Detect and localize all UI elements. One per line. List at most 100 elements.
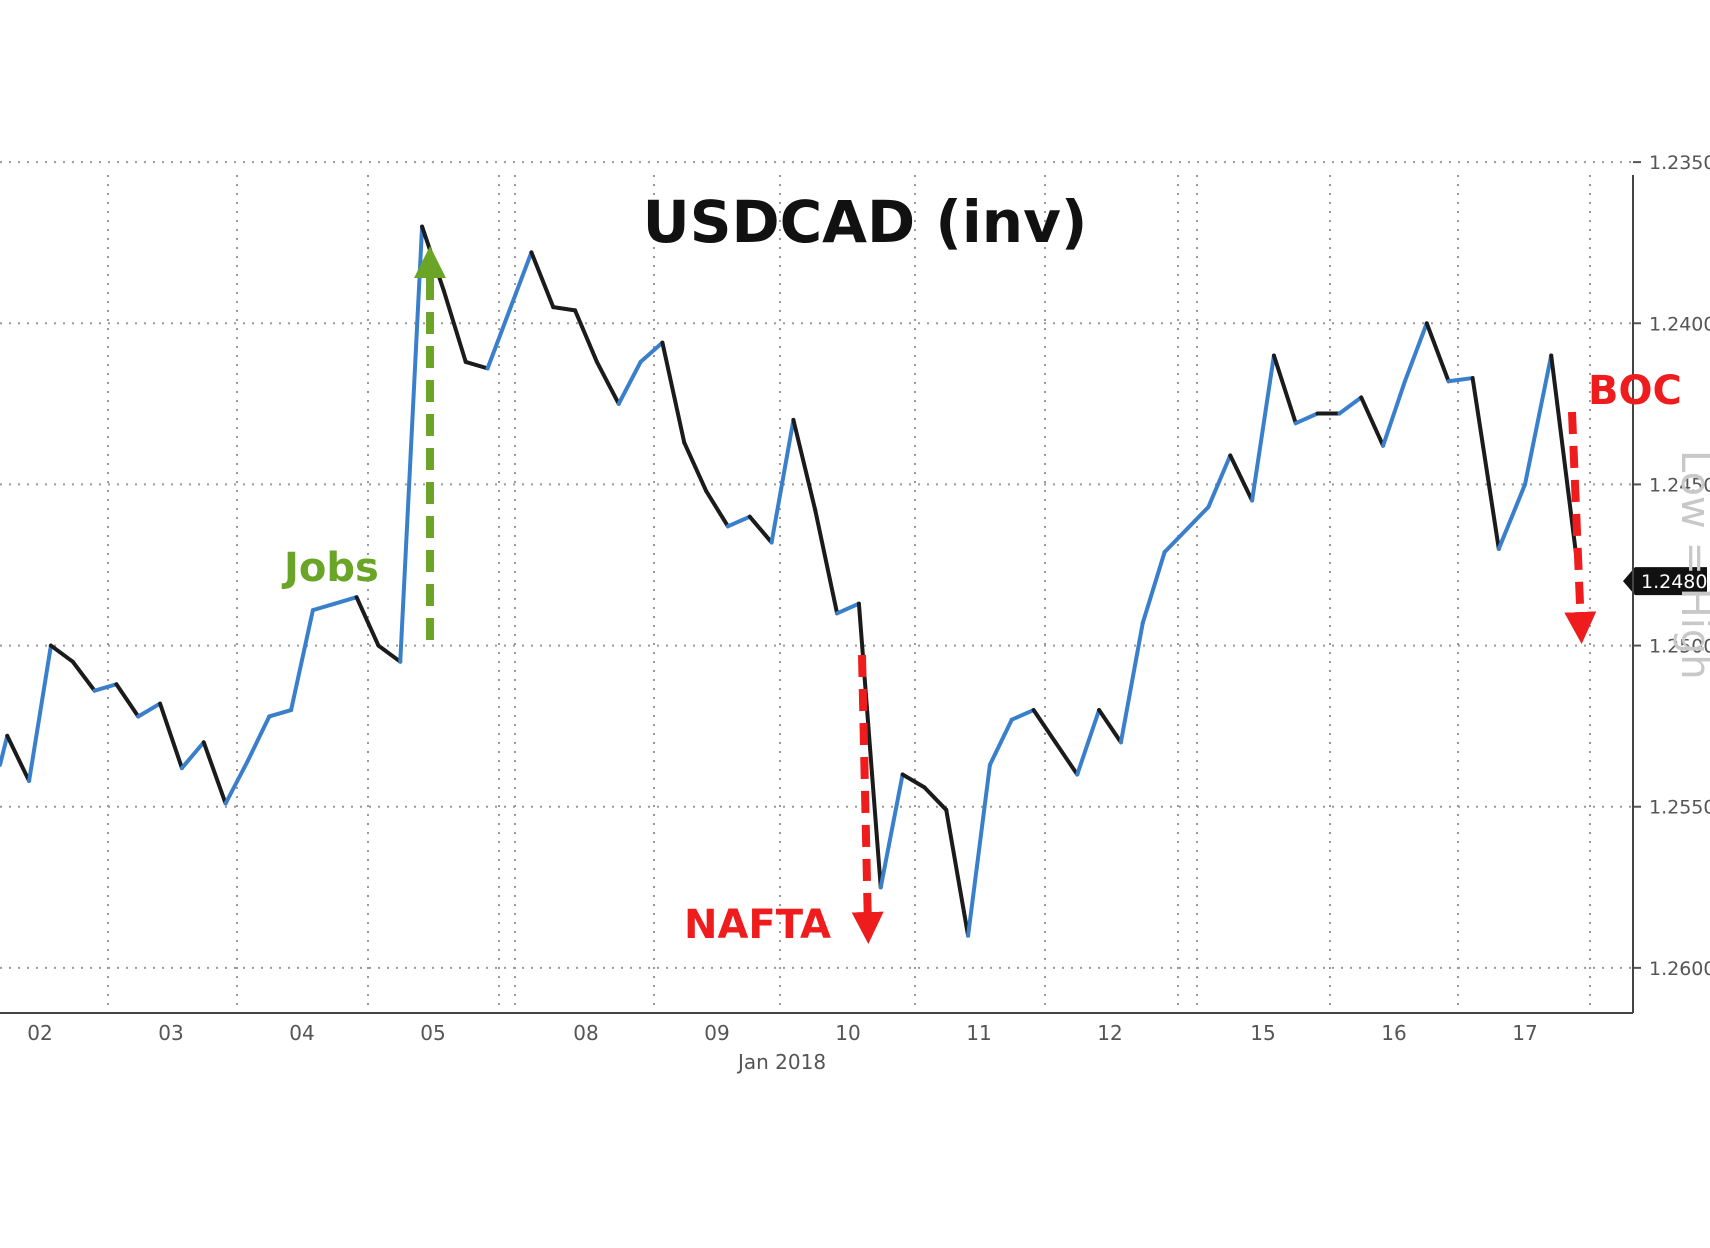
series-segment (485, 250, 534, 371)
x-tick-label: 15 (1250, 1021, 1275, 1045)
series-segment (922, 785, 949, 812)
axes (0, 161, 1641, 1014)
series-segment (1470, 376, 1501, 551)
y-tick-label: 1.2500 (1649, 636, 1710, 658)
nafta-annotation-label: NAFTA (684, 902, 831, 948)
series-segment (1402, 321, 1429, 384)
series-segment (1381, 379, 1407, 448)
series-segment (1523, 353, 1554, 487)
y-tick-label: 1.2550 (1649, 797, 1710, 819)
y-tick-label: 1.2450 (1649, 474, 1710, 496)
series-segment (704, 488, 730, 529)
boc-annotation-label: BOC (1588, 368, 1682, 414)
series-segment (856, 601, 883, 890)
x-tick-label: 12 (1097, 1021, 1122, 1045)
x-tick-label: 08 (573, 1021, 598, 1045)
series-segment (747, 514, 774, 545)
nafta-arrow (851, 654, 884, 944)
x-tick-label: 05 (420, 1021, 445, 1045)
series-segment (1446, 376, 1475, 384)
annotations: Jobs NAFTA BOC (281, 246, 1682, 948)
series-segment (1162, 504, 1211, 555)
series-segment (1031, 708, 1058, 745)
current-value-box (1623, 567, 1707, 596)
series-segment (1228, 453, 1255, 503)
y-tick-label: 1.2600 (1649, 958, 1710, 980)
x-tick-label: 17 (1512, 1021, 1537, 1045)
series-segment (1496, 482, 1527, 551)
series-segment (5, 733, 32, 783)
series-segment (398, 224, 425, 664)
series-segment (1118, 621, 1145, 745)
x-tick-label: 10 (835, 1021, 860, 1045)
series-segment (92, 682, 119, 693)
series-segment (987, 717, 1014, 767)
series-segment (354, 595, 381, 648)
axis-labels: 1.2350 1.2400 1.2450 1.2500 1.2550 1.2600 02 03… (27, 152, 1710, 1074)
series-segment (201, 740, 228, 806)
series-segment (1271, 353, 1298, 426)
series-segment (1140, 550, 1167, 626)
series-segment (878, 772, 905, 890)
series-segment (267, 708, 294, 719)
series-segment (27, 643, 53, 783)
series-segment (1206, 453, 1233, 509)
series-segment (179, 740, 206, 771)
series-segment (1250, 353, 1276, 503)
series-segment (900, 772, 927, 790)
series-segment (289, 608, 315, 713)
series-segment (594, 359, 621, 406)
series-segment (791, 417, 818, 513)
series-segment (835, 601, 861, 616)
series-segment (944, 807, 971, 938)
series-segment (1293, 411, 1320, 426)
series-segment (1424, 321, 1451, 384)
current-value-text: 1.2480 (1641, 571, 1707, 593)
grid (0, 161, 1633, 1013)
x-axis-label: Jan 2018 (736, 1050, 826, 1074)
series-segment (1053, 740, 1080, 777)
x-tick-label: 04 (289, 1021, 314, 1045)
series-segment (616, 359, 643, 406)
series-segment (1009, 708, 1036, 722)
series-segment (1097, 708, 1123, 745)
x-tick-label: 16 (1381, 1021, 1406, 1045)
series-segment (463, 359, 490, 371)
y-tick-label: 1.2350 (1649, 152, 1710, 174)
boc-arrow (1564, 411, 1597, 644)
series-segment (966, 762, 992, 938)
jobs-annotation-label: Jobs (281, 545, 379, 591)
series-segment (660, 340, 687, 445)
series-segment (48, 643, 75, 664)
series-segment (1075, 708, 1102, 777)
x-tick-label: 09 (704, 1021, 729, 1045)
series-segment (529, 250, 556, 310)
series-segment (114, 682, 141, 719)
x-tick-label: 02 (27, 1021, 52, 1045)
series-segment (573, 308, 599, 364)
series-segment (1359, 395, 1386, 448)
series-segment (223, 759, 250, 806)
series-segment (70, 659, 97, 693)
series-segment (725, 514, 752, 529)
chart-title: USDCAD (inv) (643, 188, 1088, 256)
series-segment (682, 440, 709, 493)
series-segment (769, 417, 796, 545)
side-label: Low = High (1672, 450, 1710, 680)
series-segment (245, 714, 272, 764)
series-segment (441, 289, 468, 364)
y-tick-label: 1.2400 (1649, 313, 1710, 335)
x-tick-label: 11 (966, 1021, 991, 1045)
series-segment (136, 701, 163, 719)
current-value-badge: 1.2480 (1623, 567, 1707, 596)
series-segment (0, 733, 10, 767)
series-segment (332, 595, 359, 606)
series-segment (310, 601, 337, 613)
series-segment (551, 305, 578, 313)
series-segment (158, 701, 184, 771)
x-tick-label: 03 (158, 1021, 183, 1045)
series-segment (638, 340, 665, 364)
series-segment (1337, 395, 1364, 416)
price-series: 1.2480 (0, 224, 1707, 938)
